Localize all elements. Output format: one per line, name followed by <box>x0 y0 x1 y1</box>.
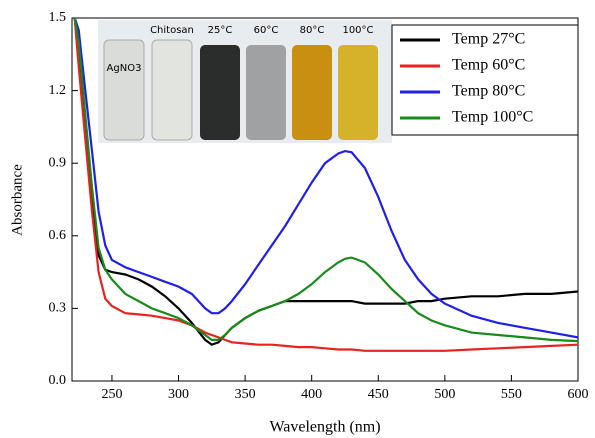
x-tick-label: 350 <box>235 387 256 402</box>
y-tick-label: 0.6 <box>49 228 67 243</box>
x-tick-label: 550 <box>501 387 522 402</box>
x-tick-label: 400 <box>301 387 322 402</box>
inset-label: 25°C <box>208 25 233 36</box>
legend-label: Temp 60°C <box>452 57 525 74</box>
x-tick-label: 600 <box>568 387 589 402</box>
x-tick-label: 450 <box>368 387 389 402</box>
inset-label: 80°C <box>300 25 325 36</box>
line <box>73 18 578 343</box>
inset-label: 100°C <box>342 25 373 36</box>
line <box>73 18 578 352</box>
y-tick-label: 1.5 <box>49 10 67 25</box>
x-tick-label: 300 <box>168 387 189 402</box>
y-tick-label: 0.3 <box>49 301 67 316</box>
plot-frame <box>71 17 579 382</box>
x-tick-label: 500 <box>434 387 455 402</box>
x-axis-label: Wavelength (nm) <box>269 419 380 436</box>
legend-label: Temp 100°C <box>452 109 533 126</box>
y-tick-label: 0.9 <box>49 155 67 170</box>
line <box>73 18 578 339</box>
inset-label: Chitosan <box>150 25 194 36</box>
y-tick-label: 0.0 <box>49 373 67 388</box>
legend-label: Temp 27°C <box>452 31 525 48</box>
x-tick-label: 250 <box>101 387 122 402</box>
inset-label: 60°C <box>254 25 279 36</box>
inset-photo <box>98 20 392 143</box>
y-axis-label: Absorbance <box>9 164 25 236</box>
legend-label: Temp 80°C <box>452 83 525 100</box>
inset-label: AgNO3 <box>107 63 142 74</box>
y-tick-label: 1.2 <box>49 83 67 98</box>
